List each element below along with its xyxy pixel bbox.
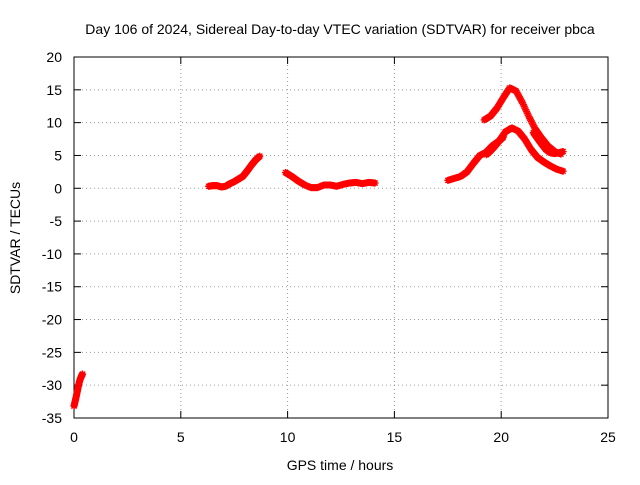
series-segment-1 xyxy=(70,370,87,410)
data-point xyxy=(79,370,87,378)
data-point xyxy=(524,111,532,119)
x-tick-label: 5 xyxy=(177,429,185,445)
axis-ticks: 0 5 10 15 20 25 -35 -30 -25 -20 -15 -10 -5 0 5 10 15 20 xyxy=(42,49,616,445)
series-segment-3 xyxy=(281,169,379,192)
x-axis-label: GPS time / hours xyxy=(287,457,394,473)
data-point xyxy=(519,101,527,109)
data-point xyxy=(559,148,567,156)
x-tick-label: 25 xyxy=(600,429,616,445)
data-point xyxy=(523,109,531,117)
y-tick-label: -20 xyxy=(42,312,62,328)
y-tick-label: -35 xyxy=(42,410,62,426)
data-point xyxy=(371,179,379,187)
y-tick-label: 10 xyxy=(46,115,62,131)
data-point xyxy=(520,102,528,110)
data-point xyxy=(499,133,507,141)
x-tick-label: 15 xyxy=(387,429,403,445)
y-tick-label: 0 xyxy=(54,180,62,196)
series-segment-2 xyxy=(205,152,264,191)
y-tick-label: 15 xyxy=(46,82,62,98)
series-segment-7 xyxy=(529,128,567,157)
chart-title: Day 106 of 2024, Sidereal Day-to-day VTE… xyxy=(85,21,595,37)
y-tick-label: -10 xyxy=(42,246,62,262)
plot-frame xyxy=(73,56,609,419)
x-tick-label: 10 xyxy=(280,429,296,445)
y-tick-label: -25 xyxy=(42,344,62,360)
series-segment-6 xyxy=(482,133,507,159)
grid-lines xyxy=(74,57,608,418)
series-segment-5 xyxy=(480,84,565,158)
data-point xyxy=(256,152,264,160)
y-tick-label: -5 xyxy=(50,213,63,229)
x-tick-label: 0 xyxy=(70,429,78,445)
data-point xyxy=(519,99,527,107)
data-point xyxy=(559,167,567,175)
y-tick-label: -15 xyxy=(42,279,62,295)
data-point xyxy=(521,104,529,112)
data-series xyxy=(70,84,567,410)
y-tick-label: 20 xyxy=(46,49,62,65)
y-axis-label: SDTVAR / TECUs xyxy=(7,182,23,294)
y-tick-label: -30 xyxy=(42,377,62,393)
data-point xyxy=(523,108,531,116)
y-tick-label: 5 xyxy=(54,147,62,163)
data-point xyxy=(522,106,530,114)
x-tick-label: 20 xyxy=(493,429,509,445)
